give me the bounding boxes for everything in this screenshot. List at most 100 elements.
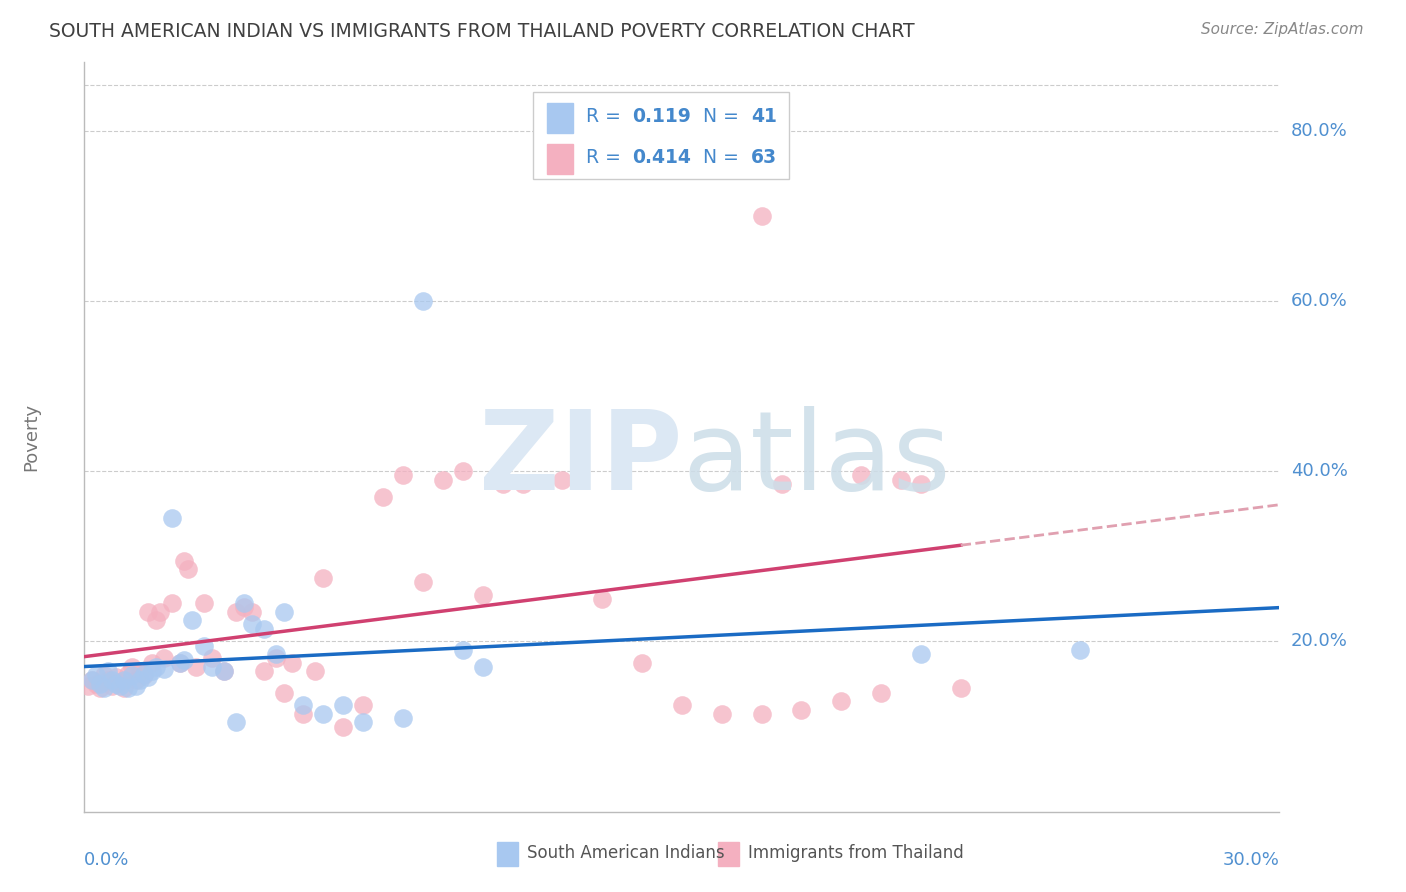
- Point: [392, 711, 415, 725]
- Point: [201, 651, 224, 665]
- Point: [93, 668, 115, 682]
- Point: [225, 715, 247, 730]
- Point: [173, 553, 195, 567]
- Point: [253, 622, 276, 636]
- Point: [97, 673, 120, 687]
- Text: Immigrants from Thailand: Immigrants from Thailand: [748, 844, 963, 862]
- Point: [751, 209, 773, 223]
- Text: 20.0%: 20.0%: [1291, 632, 1347, 650]
- Point: [212, 664, 235, 678]
- Point: [160, 596, 183, 610]
- Point: [273, 605, 295, 619]
- Point: [471, 660, 494, 674]
- Bar: [547, 103, 574, 133]
- Text: R =: R =: [586, 147, 627, 167]
- Point: [149, 605, 172, 619]
- Point: [173, 653, 195, 667]
- Point: [160, 511, 183, 525]
- Point: [451, 464, 474, 478]
- Text: 60.0%: 60.0%: [1291, 292, 1347, 310]
- Text: South American Indians: South American Indians: [527, 844, 724, 862]
- Point: [101, 679, 124, 693]
- Point: [890, 473, 912, 487]
- Point: [312, 706, 335, 721]
- Point: [471, 588, 494, 602]
- Point: [851, 468, 873, 483]
- Point: [93, 681, 115, 696]
- Text: 0.414: 0.414: [631, 147, 690, 167]
- Text: ZIP: ZIP: [478, 406, 682, 513]
- Point: [1069, 643, 1091, 657]
- Point: [132, 666, 156, 681]
- Point: [910, 647, 932, 661]
- Point: [790, 702, 813, 716]
- Point: [153, 662, 176, 676]
- Point: [181, 613, 204, 627]
- Text: R =: R =: [586, 107, 627, 126]
- Point: [264, 647, 287, 661]
- Point: [110, 675, 132, 690]
- Point: [225, 605, 247, 619]
- Text: Source: ZipAtlas.com: Source: ZipAtlas.com: [1201, 22, 1364, 37]
- Point: [591, 591, 613, 606]
- Point: [125, 673, 148, 687]
- Text: 0.119: 0.119: [631, 107, 690, 126]
- Point: [77, 679, 100, 693]
- Text: Poverty: Poverty: [22, 403, 41, 471]
- Point: [304, 664, 326, 678]
- Point: [710, 706, 733, 721]
- Point: [145, 613, 167, 627]
- Point: [97, 664, 120, 678]
- Text: 63: 63: [751, 147, 778, 167]
- Point: [352, 715, 374, 730]
- Point: [86, 668, 108, 682]
- Point: [86, 677, 108, 691]
- Point: [105, 677, 128, 691]
- Point: [89, 677, 111, 691]
- Point: [280, 656, 302, 670]
- Point: [551, 473, 574, 487]
- Point: [352, 698, 374, 713]
- Point: [492, 476, 515, 491]
- Text: SOUTH AMERICAN INDIAN VS IMMIGRANTS FROM THAILAND POVERTY CORRELATION CHART: SOUTH AMERICAN INDIAN VS IMMIGRANTS FROM…: [49, 22, 915, 41]
- Point: [117, 666, 139, 681]
- Text: 41: 41: [751, 107, 778, 126]
- Point: [949, 681, 972, 696]
- Point: [125, 679, 148, 693]
- Point: [232, 596, 254, 610]
- Text: atlas: atlas: [682, 406, 950, 513]
- Point: [132, 668, 156, 682]
- Text: 40.0%: 40.0%: [1291, 462, 1347, 480]
- Point: [671, 698, 693, 713]
- Point: [82, 673, 104, 687]
- Point: [117, 681, 139, 696]
- Point: [141, 664, 163, 678]
- Point: [89, 681, 111, 696]
- Point: [153, 651, 176, 665]
- Bar: [718, 842, 740, 866]
- Point: [830, 694, 852, 708]
- Point: [451, 643, 474, 657]
- Bar: [547, 144, 574, 174]
- Point: [141, 656, 163, 670]
- Point: [193, 639, 215, 653]
- Point: [101, 673, 124, 687]
- Point: [112, 673, 135, 687]
- Point: [240, 617, 263, 632]
- Text: 0.0%: 0.0%: [84, 851, 129, 869]
- Text: N =: N =: [692, 107, 745, 126]
- Point: [240, 605, 263, 619]
- Text: 30.0%: 30.0%: [1223, 851, 1279, 869]
- Point: [910, 476, 932, 491]
- Point: [432, 473, 454, 487]
- Point: [751, 706, 773, 721]
- Point: [512, 476, 534, 491]
- Point: [332, 720, 354, 734]
- Bar: [496, 842, 519, 866]
- Point: [412, 293, 434, 308]
- Point: [292, 706, 315, 721]
- Point: [373, 490, 395, 504]
- Point: [129, 673, 152, 687]
- Point: [264, 651, 287, 665]
- FancyBboxPatch shape: [533, 93, 790, 178]
